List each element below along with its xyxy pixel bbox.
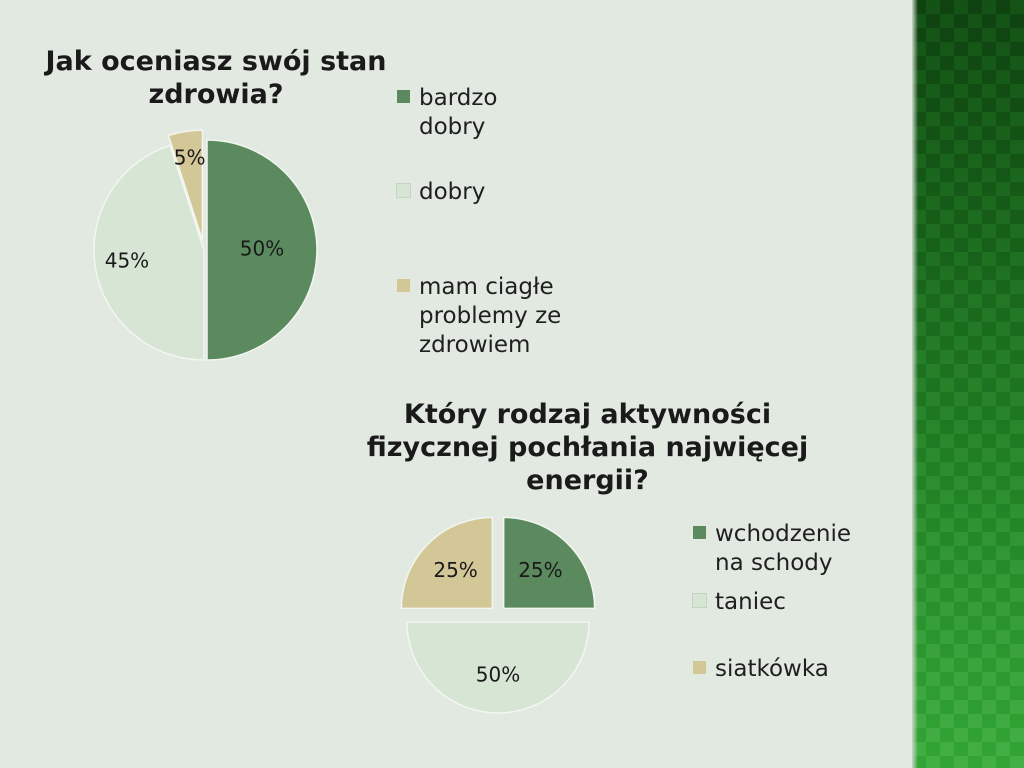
pie-data-label-2: 45% (105, 249, 149, 273)
pie-slice-1 (206, 139, 318, 361)
decorative-side-band (912, 0, 1024, 768)
pie-data-label-2: 50% (476, 663, 520, 687)
legend-label: dobry (419, 179, 486, 205)
pie-slice-1 (502, 516, 596, 610)
legend-swatch (693, 526, 706, 539)
legend-swatch (692, 593, 707, 608)
chart-2-pie: 25% 50% 25% (400, 516, 596, 714)
pie-slice-3 (167, 129, 204, 241)
chart-1-title: Jak oceniasz swój stan zdrowia? (45, 46, 387, 110)
legend-swatch (397, 279, 410, 292)
legend-label: mam ciagłe problemy ze zdrowiem (419, 274, 562, 358)
legend-label: bardzo dobry (419, 85, 498, 140)
legend-label: siatkówka (715, 656, 829, 682)
pie-slice-2 (93, 144, 205, 361)
pie-data-label-1: 25% (518, 558, 562, 582)
pie-data-label-3: 5% (174, 146, 206, 170)
legend-label: wchodzenie na schody (715, 521, 852, 576)
pie-data-label-3: 25% (433, 558, 477, 582)
legend-swatch (397, 90, 410, 103)
legend-label: taniec (715, 589, 786, 615)
pie-data-label-1: 50% (240, 237, 284, 261)
chart-2-title: Który rodzaj aktywności fizycznej pochła… (366, 399, 809, 496)
chart-1-pie: 50% 45% 5% (93, 129, 318, 361)
pie-slice-2 (406, 621, 590, 714)
pie-slice-3 (400, 516, 494, 610)
legend-swatch (693, 661, 706, 674)
legend-swatch (396, 183, 411, 198)
